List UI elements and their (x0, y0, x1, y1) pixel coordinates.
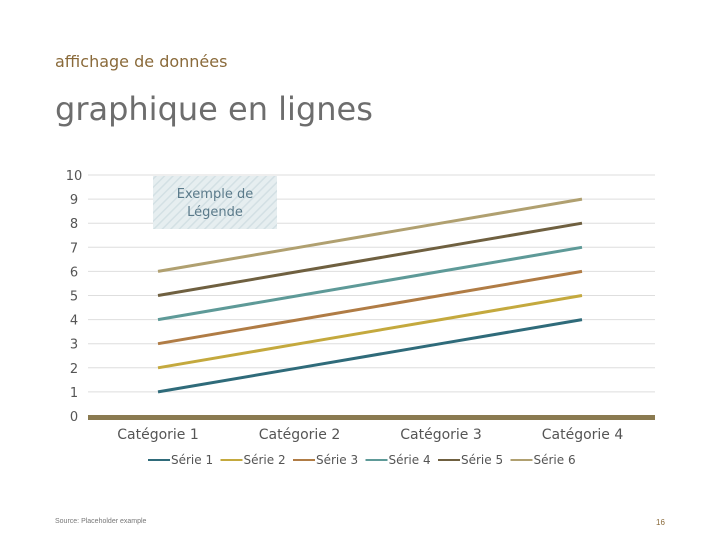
series-line-6 (157, 197, 583, 273)
page-title: graphique en lignes (55, 90, 373, 128)
y-tick-label: 9 (70, 193, 78, 208)
legend-item-6: Série 6 (510, 453, 576, 467)
legend-item-3: Série 3 (293, 453, 358, 467)
y-tick-label: 7 (70, 241, 78, 256)
section-eyebrow: affichage de données (55, 52, 228, 71)
series-line-5 (157, 221, 583, 297)
legend-label: Série 1 (171, 453, 213, 467)
source-note: Source: Placeholder example (55, 518, 147, 525)
series-line-3 (157, 269, 583, 346)
legend-item-4: Série 4 (365, 453, 431, 467)
legend-label: Série 5 (461, 453, 503, 467)
y-tick-label: 0 (70, 410, 78, 425)
y-tick-label: 6 (70, 265, 78, 280)
note-text-line-1: Exemple de (177, 187, 253, 202)
series-lines (157, 197, 583, 394)
series-line-1 (157, 318, 583, 394)
legend-label: Série 3 (316, 453, 358, 467)
y-tick-label: 2 (70, 362, 78, 377)
legend-item-5: Série 5 (438, 453, 503, 467)
x-axis-baseline (88, 415, 655, 420)
baseline-bar (88, 415, 655, 420)
x-category-label: Catégorie 4 (542, 427, 624, 443)
series-line-2 (157, 294, 583, 370)
note-box (153, 176, 277, 229)
x-axis-categories: Catégorie 1 Catégorie 2 Catégorie 3 Catégor… (117, 427, 623, 443)
y-tick-label: 8 (70, 217, 78, 232)
y-axis-ticks: 0 1 2 3 4 5 6 7 8 9 10 (66, 169, 83, 425)
legend-item-1: Série 1 (148, 453, 213, 467)
page-number: 16 (656, 518, 665, 527)
legend: Série 1 Série 2 Série 3 Série 4 Série 5 Série… (148, 453, 576, 467)
x-category-label: Catégorie 3 (400, 427, 482, 443)
y-tick-label: 1 (70, 386, 78, 401)
x-category-label: Catégorie 2 (259, 427, 341, 443)
x-category-label: Catégorie 1 (117, 427, 199, 443)
legend-example-note: Exemple de Légende (153, 176, 277, 229)
y-tick-label: 4 (70, 314, 78, 329)
y-tick-label: 3 (70, 338, 78, 353)
legend-item-2: Série 2 (220, 453, 286, 467)
legend-label: Série 4 (389, 453, 431, 467)
y-tick-label: 5 (70, 290, 78, 305)
legend-label: Série 2 (244, 453, 286, 467)
series-line-4 (157, 245, 583, 322)
legend-label: Série 6 (534, 453, 576, 467)
y-tick-label: 10 (66, 169, 83, 184)
note-text-line-2: Légende (187, 205, 243, 220)
